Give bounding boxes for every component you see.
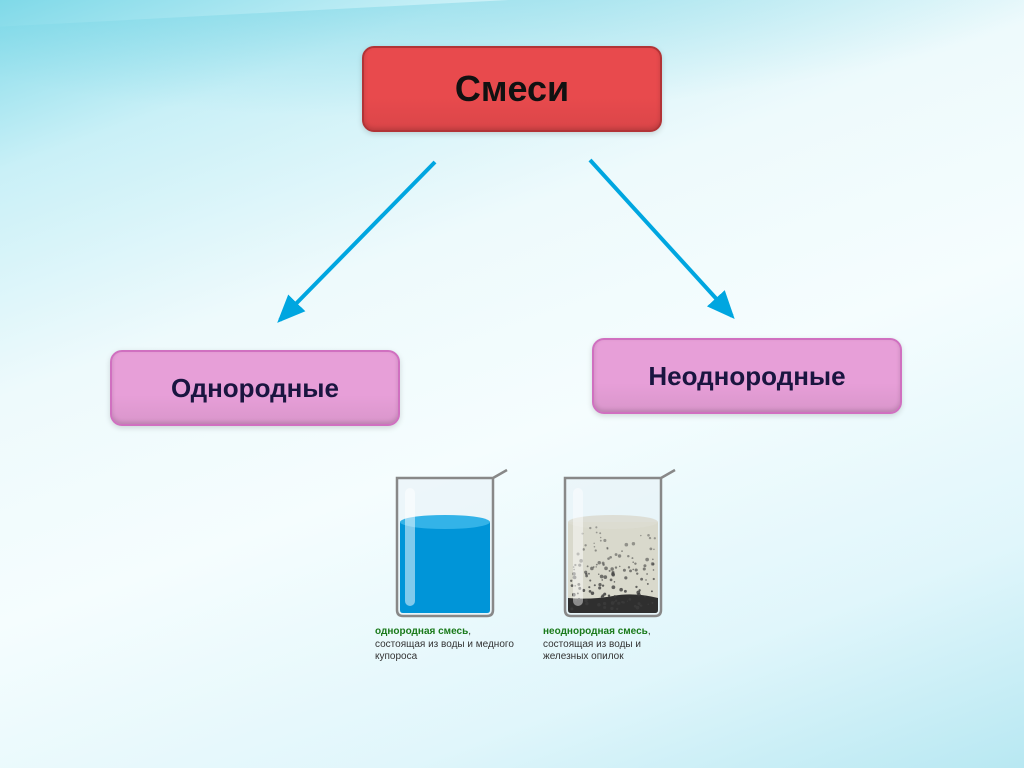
- beaker-heterogeneous: неоднородная смесь, состоящая из воды и …: [538, 460, 688, 664]
- beaker-homogeneous: однородная смесь, состоящая из воды и ме…: [370, 460, 520, 664]
- beaker-dirty-svg: [543, 460, 683, 620]
- beaker-dirty-caption: неоднородная смесь, состоящая из воды и …: [543, 626, 683, 664]
- beakers-figure: однородная смесь, состоящая из воды и ме…: [370, 460, 688, 664]
- beaker-blue-caption: однородная смесь, состоящая из воды и ме…: [375, 626, 515, 664]
- beaker-blue-svg: [375, 460, 515, 620]
